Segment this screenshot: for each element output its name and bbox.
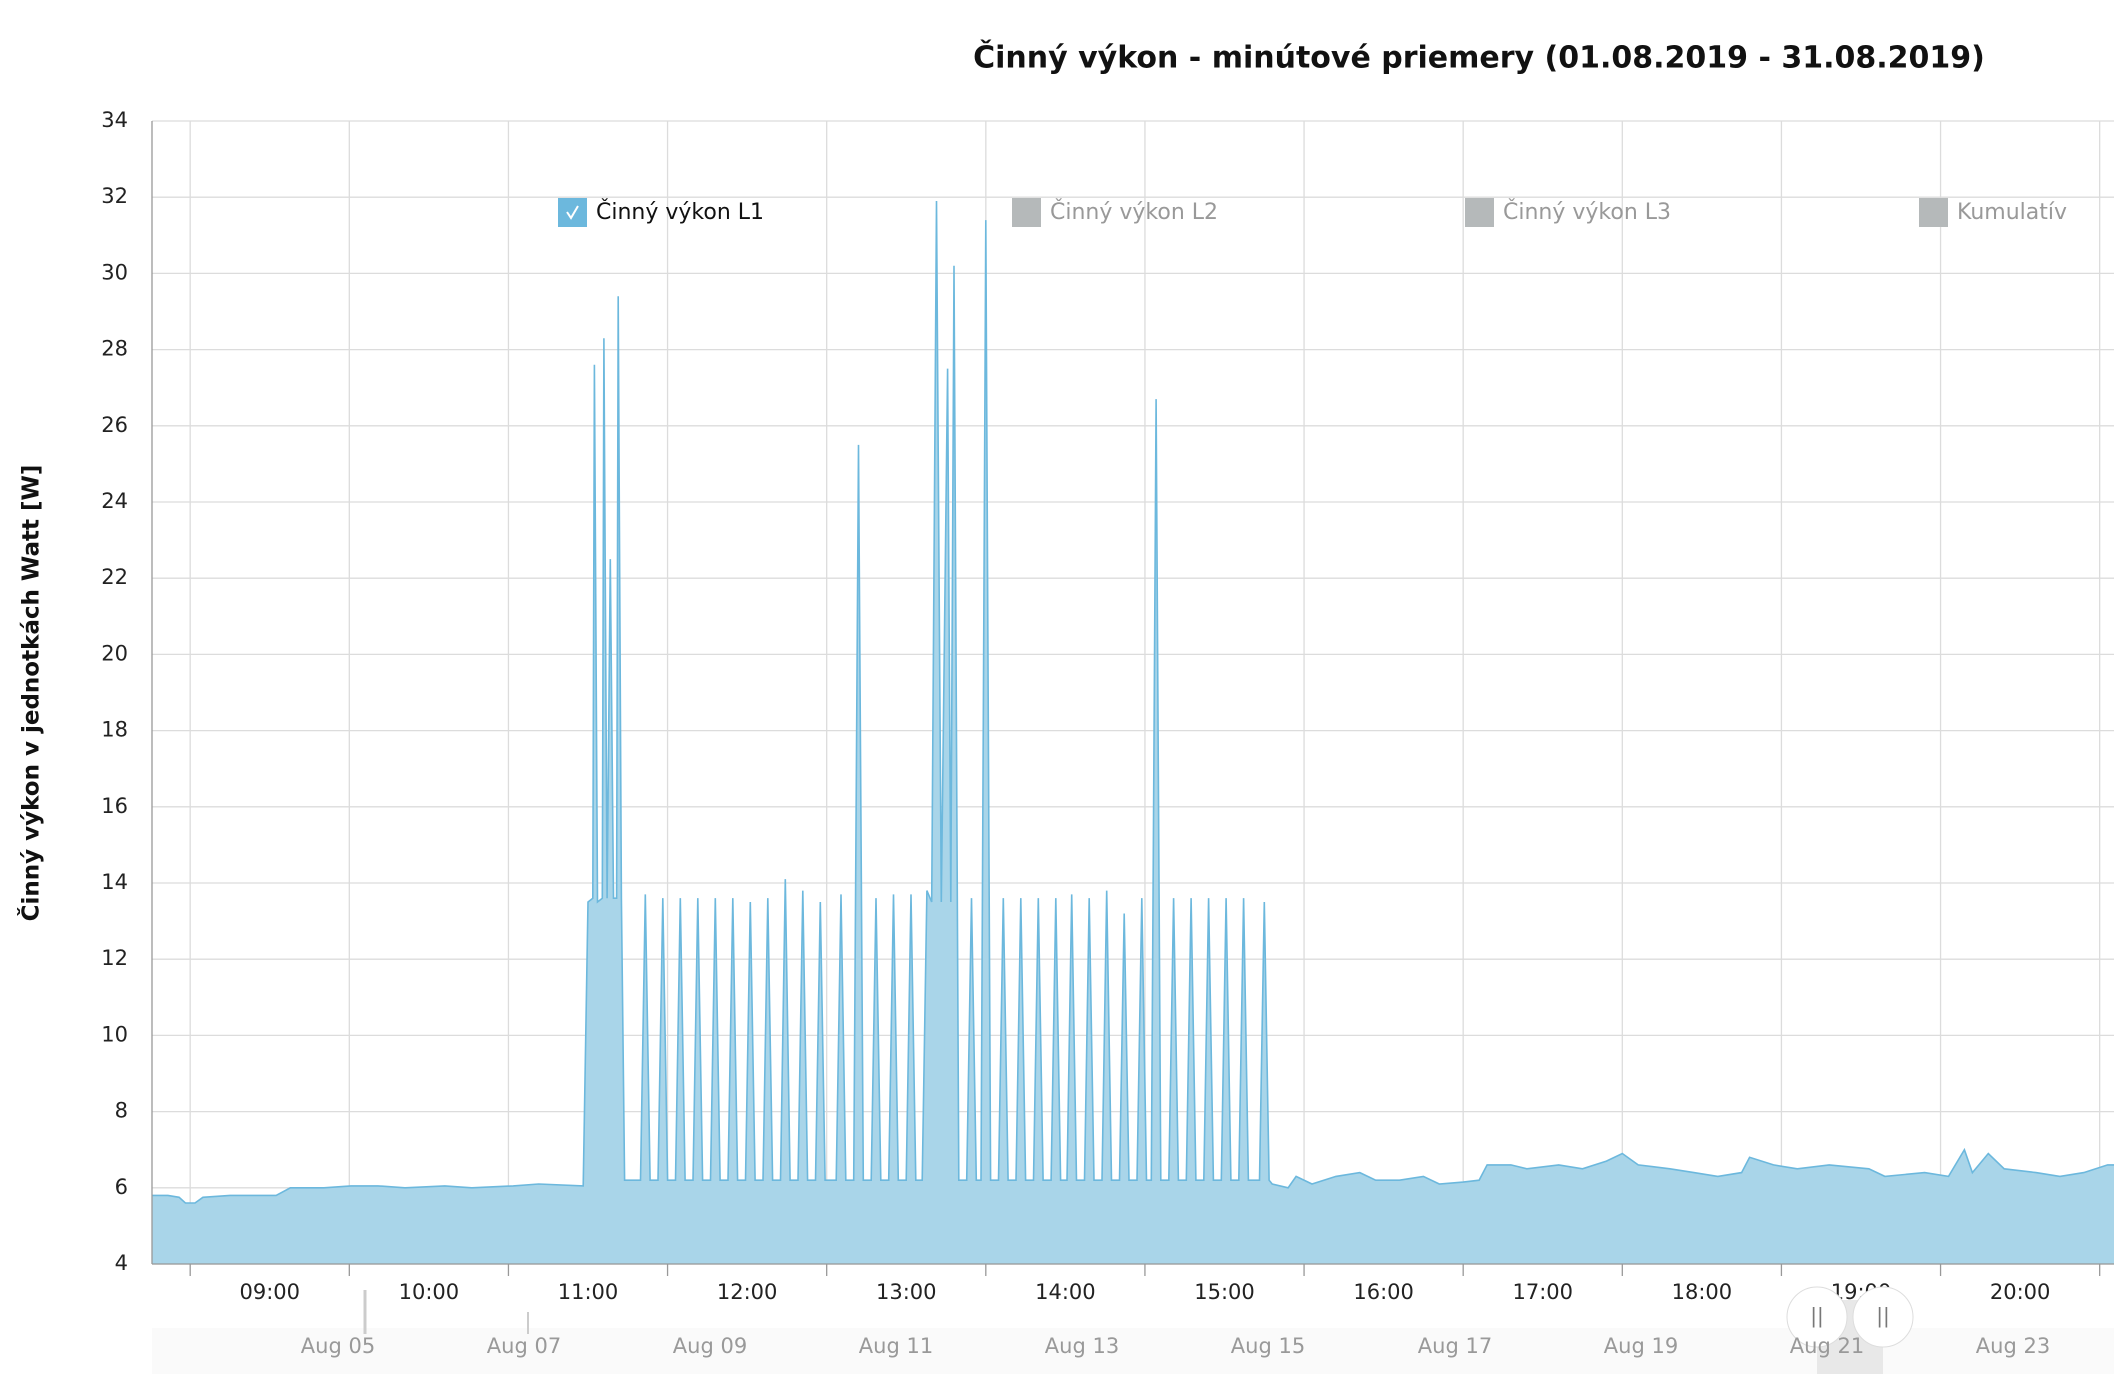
y-tick-label: 10 [101,1022,128,1046]
legend-label[interactable]: Kumulatív [1957,200,2067,225]
legend-label[interactable]: Činný výkon L1 [596,199,764,225]
y-tick-label: 12 [101,946,128,970]
y-tick-label: 22 [101,565,128,589]
y-axis-title: Činný výkon v jednotkách Watt [W] [17,465,45,922]
navigator-label: Aug 15 [1231,1334,1305,1358]
legend-checkbox[interactable] [1012,198,1041,227]
navigator[interactable]: || || Aug 05 Aug 07 Aug 09 Aug 11 Aug 13 Aug … [152,1286,2114,1374]
x-tick-label: 11:00 [558,1280,619,1304]
navigator-label: Aug 17 [1418,1334,1492,1358]
x-tick-label: 16:00 [1353,1280,1414,1304]
y-tick-label: 24 [101,489,128,513]
y-tick-label: 34 [101,108,128,132]
x-tick-label: 18:00 [1672,1280,1733,1304]
handle-grip: || [1810,1304,1823,1328]
navigator-handle[interactable] [1786,1286,1848,1348]
x-tick-label: 09:00 [239,1280,300,1304]
y-tick-label: 16 [101,794,128,818]
legend-label[interactable]: Činný výkon L2 [1050,199,1218,225]
y-tick-label: 20 [101,641,128,665]
x-tick-label: 20:00 [1990,1280,2051,1304]
x-tick-label: 12:00 [717,1280,778,1304]
plot [152,200,2114,1264]
y-tick-label: 14 [101,870,128,894]
axes: 4 6 8 10 12 14 16 18 20 22 24 26 28 30 32 34 09:00 10:00 1… [101,108,2114,1304]
chart-title: Činný výkon - minútové priemery (01.08.2… [973,39,1985,76]
navigator-label: Aug 11 [859,1334,933,1358]
navigator-label: Aug 05 [301,1334,375,1358]
y-tick-label: 6 [115,1175,128,1199]
legend[interactable]: Činný výkon L1 Činný výkon L2 Činný výkon … [558,198,2067,227]
y-tick-label: 8 [115,1099,128,1123]
x-tick-label: 13:00 [876,1280,937,1304]
legend-checkbox[interactable] [1465,198,1494,227]
legend-check [566,205,579,220]
navigator-label: Aug 19 [1604,1334,1678,1358]
y-tick-label: 28 [101,337,128,361]
x-tick-label: 14:00 [1035,1280,1096,1304]
x-tick-label: 10:00 [399,1280,460,1304]
y-tick-label: 32 [101,184,128,208]
legend-label[interactable]: Činný výkon L3 [1503,199,1671,225]
y-tick-label: 26 [101,413,128,437]
navigator-handle[interactable] [1852,1286,1914,1348]
navigator-label: Aug 23 [1976,1334,2050,1358]
y-tick-label: 4 [115,1251,128,1275]
y-tick-label: 18 [101,718,128,742]
series-line [152,200,2114,1204]
x-tick-label: 15:00 [1194,1280,1255,1304]
y-tick-label: 30 [101,260,128,284]
navigator-bg [152,1328,2114,1374]
navigator-label: Aug 13 [1045,1334,1119,1358]
navigator-label: Aug 07 [487,1334,561,1358]
navigator-label: Aug 21 [1790,1334,1864,1358]
navigator-label: Aug 09 [673,1334,747,1358]
x-tick-label: 17:00 [1512,1280,1573,1304]
handle-grip: || [1876,1304,1889,1328]
legend-checkbox[interactable] [558,198,587,227]
legend-checkbox[interactable] [1919,198,1948,227]
